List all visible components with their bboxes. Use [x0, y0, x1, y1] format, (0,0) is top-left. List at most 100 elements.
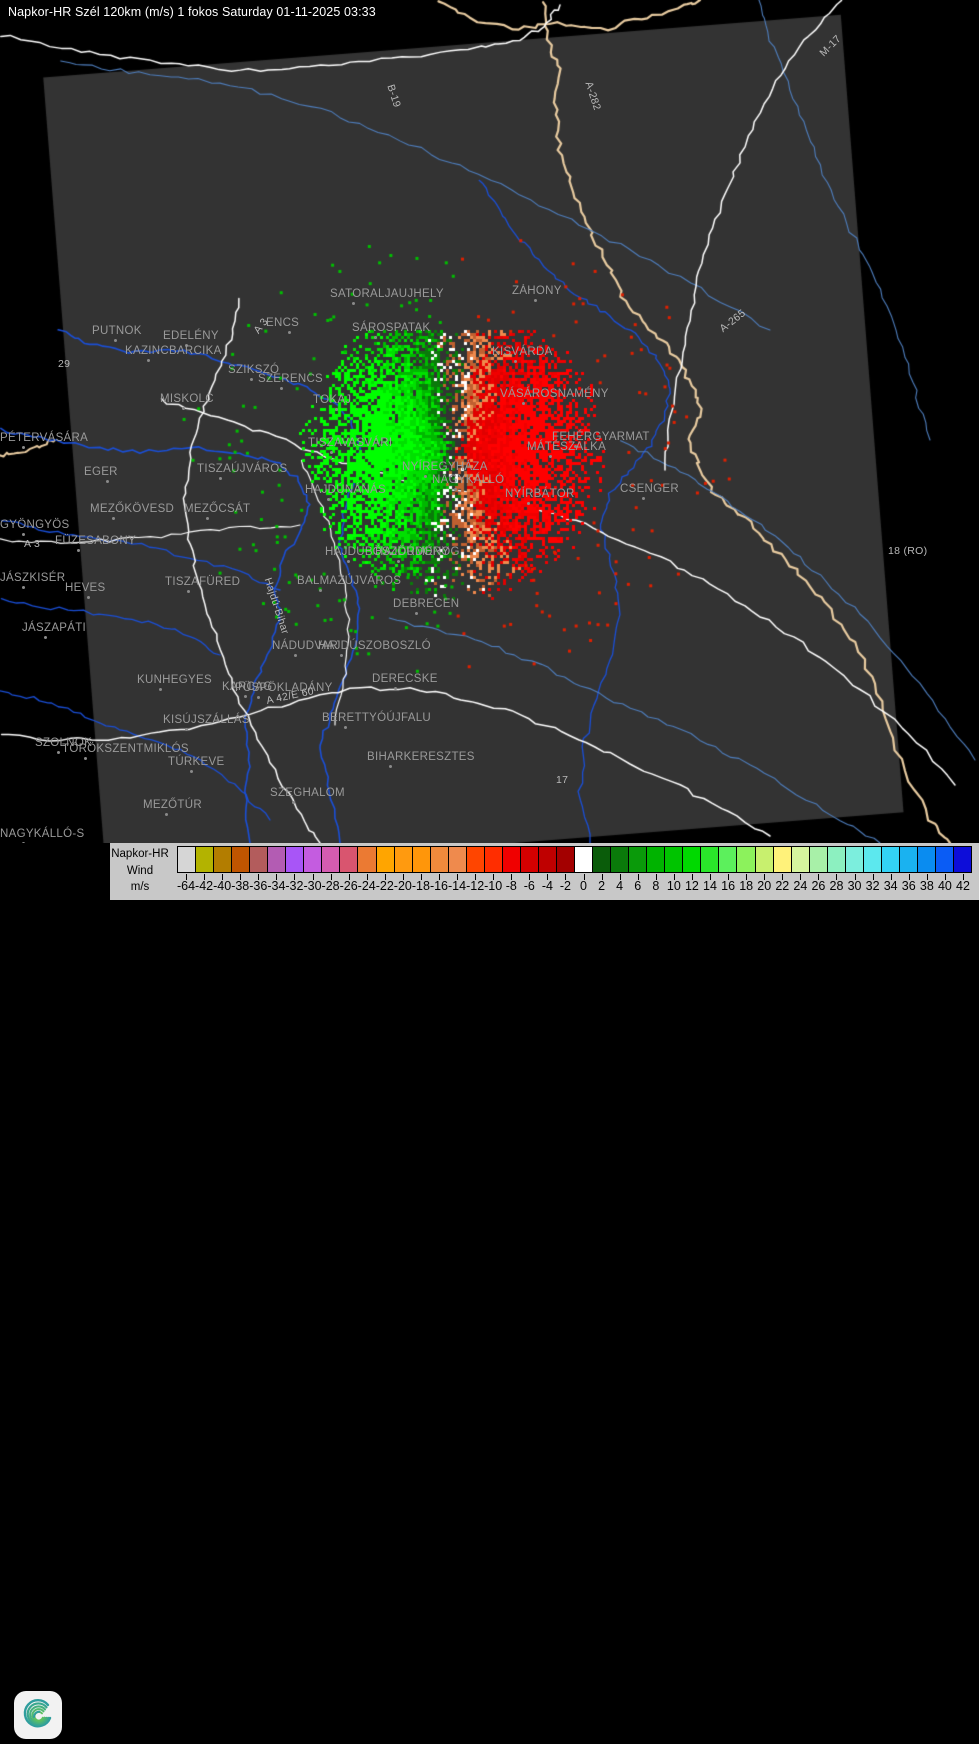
city-label: HAJDÚBÖSZÖRMÉNY — [325, 546, 450, 558]
town-marker — [574, 445, 577, 448]
city-label: DEBRECEN — [393, 598, 460, 610]
color-swatch — [701, 847, 720, 872]
city-label: NAGYKÁLLÓ — [432, 474, 505, 486]
color-swatch — [538, 847, 557, 872]
scale-tick-label: -38 — [231, 879, 250, 893]
scale-tick-label: 30 — [847, 879, 862, 893]
color-swatch — [358, 847, 377, 872]
scale-tick-label: -18 — [411, 879, 430, 893]
color-swatch — [448, 847, 467, 872]
scale-tick-label: 8 — [652, 879, 660, 893]
scale-tick-label: 0 — [580, 879, 588, 893]
city-label: SZERENCS — [258, 373, 324, 385]
color-swatch — [737, 847, 756, 872]
color-swatch — [556, 847, 576, 872]
town-marker — [112, 517, 115, 520]
town-marker — [397, 560, 400, 563]
road-label: 18 (RO) — [888, 545, 928, 557]
town-marker — [389, 765, 392, 768]
color-swatch — [755, 847, 774, 872]
scale-tick-label: 38 — [919, 879, 934, 893]
color-swatch — [412, 847, 431, 872]
color-swatch — [863, 847, 882, 872]
scale-tick-label: -64 — [176, 879, 196, 893]
color-scale[interactable]: -64 -42 -40 -38 -36 -34 -32 -30 -28 -26 -24 -22 -20-… — [177, 845, 972, 898]
scale-tick-label: 12 — [684, 879, 699, 893]
town-marker — [147, 359, 150, 362]
town-marker — [159, 688, 162, 691]
color-swatch — [232, 847, 251, 872]
city-label: ENCS — [266, 317, 300, 329]
town-marker — [347, 560, 350, 563]
color-swatch — [394, 847, 413, 872]
town-marker — [44, 636, 47, 639]
radar-map[interactable]: Napkor-HR Szél 120km (m/s) 1 fokos Satur… — [0, 0, 979, 843]
color-swatch — [647, 847, 666, 872]
scale-tick-label: -2 — [559, 879, 572, 893]
scale-ticks — [177, 874, 972, 880]
color-swatch — [629, 847, 648, 872]
scale-tick-label: 10 — [666, 879, 681, 893]
town-marker — [257, 696, 260, 699]
city-label: NYÍREGYHÁZA — [402, 461, 488, 473]
color-swatch — [593, 847, 612, 872]
city-label: JÁSZKISÉR — [0, 572, 66, 584]
color-swatch — [268, 847, 287, 872]
color-swatch — [250, 847, 269, 872]
scale-tick-label: -30 — [303, 879, 322, 893]
city-label: CSENGER — [620, 483, 679, 495]
color-swatch — [304, 847, 323, 872]
city-label: BALMAZÚJVÁROS — [297, 575, 402, 587]
scale-tick-label: 18 — [739, 879, 754, 893]
city-label: NÁDUDVAR — [272, 640, 339, 652]
page-title: Napkor-HR Szél 120km (m/s) 1 fokos Satur… — [8, 5, 376, 19]
scale-tick-label: -4 — [541, 879, 553, 893]
city-label: TÚRKEVE — [168, 756, 225, 768]
town-marker — [250, 378, 253, 381]
city-label: FEHÉRGYARMAT — [552, 431, 650, 443]
town-marker — [344, 726, 347, 729]
scale-tick-label: -14 — [448, 879, 467, 893]
color-swatch — [827, 847, 846, 872]
town-marker — [292, 801, 295, 804]
color-swatch — [935, 847, 955, 872]
scale-tick-label: 20 — [757, 879, 772, 893]
city-label: MÁTÉSZALKA — [527, 441, 607, 453]
color-swatch — [954, 847, 972, 872]
town-marker — [185, 728, 188, 731]
city-label: KISÚJSZÁLLÁS — [163, 714, 250, 726]
color-swatches — [177, 846, 972, 873]
scale-tick-label: -34 — [267, 879, 286, 893]
scale-tick-label: 16 — [721, 879, 736, 893]
town-marker — [190, 770, 193, 773]
town-marker — [182, 407, 185, 410]
city-label: TISZAFÜRED — [165, 576, 241, 588]
radar-reflectivity-canvas — [0, 0, 979, 843]
scale-tick-label: 26 — [811, 879, 826, 893]
scale-tick-label: 34 — [883, 879, 898, 893]
town-marker — [415, 612, 418, 615]
color-swatch — [881, 847, 900, 872]
town-marker — [185, 344, 188, 347]
city-label: HAJDÚSZOBOSZLÓ — [318, 640, 431, 652]
city-label: MISKOLC — [160, 393, 214, 405]
legend-caption: Napkor-HR Wind m/s — [110, 846, 170, 898]
scale-tick-label: 14 — [703, 879, 717, 893]
town-marker — [642, 497, 645, 500]
town-marker — [84, 757, 87, 760]
city-label: JÁSZAPÁTI — [22, 622, 87, 634]
scale-tick-label: 32 — [865, 879, 880, 893]
road-label: 29 — [58, 358, 71, 370]
color-swatch — [809, 847, 828, 872]
color-swatch — [773, 847, 792, 872]
city-label: TÖRÖKSZENTMIKLÓS — [62, 743, 189, 755]
city-label: HAJDÚNÁNÁS — [305, 484, 386, 496]
road-label: 17 — [556, 774, 569, 786]
scale-tick-label: -10 — [484, 879, 503, 893]
scale-tick-label: -36 — [249, 879, 268, 893]
color-swatch — [899, 847, 918, 872]
legend-bar: Napkor-HR Wind m/s -64 -42 -40 -38 -36 -34 -32… — [0, 843, 979, 1739]
scale-tick-label: -28 — [321, 879, 340, 893]
scale-tick-label: -24 — [357, 879, 376, 893]
color-swatch — [484, 847, 503, 872]
